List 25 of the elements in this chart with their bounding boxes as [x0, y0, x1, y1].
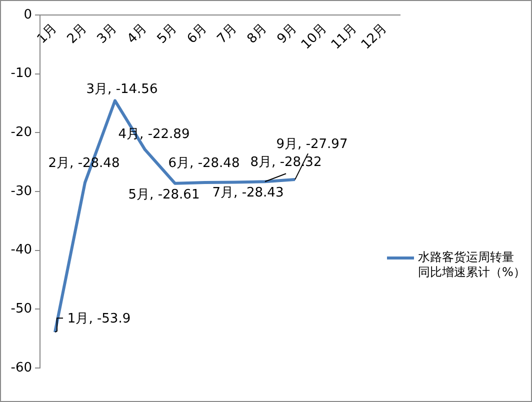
y-tick-label: -10 — [10, 66, 32, 82]
x-tick-label: 8月 — [244, 21, 270, 47]
legend-label: 水路客货运周转量同比增速累计（%） — [418, 250, 526, 280]
data-label: 7月, -28.43 — [212, 186, 284, 201]
data-label: 3月, -14.56 — [86, 82, 158, 98]
data-label: 6月, -28.48 — [168, 156, 240, 171]
x-tick-label: 4月 — [124, 21, 150, 47]
x-tick-label: 10月 — [298, 21, 330, 53]
y-tick-label: -50 — [10, 302, 32, 317]
x-tick-label: 11月 — [328, 21, 360, 53]
y-tick-label: -20 — [10, 125, 32, 140]
x-tick-label: 3月 — [94, 21, 120, 47]
y-tick-label: -30 — [10, 184, 32, 199]
data-label: 5月, -28.61 — [128, 188, 200, 203]
y-tick-label: 0 — [24, 7, 32, 22]
data-label: 1月, -53.9 — [67, 311, 131, 326]
x-tick-label: 5月 — [154, 21, 180, 47]
y-tick-label: -40 — [10, 242, 32, 258]
x-tick-label: 12月 — [358, 21, 390, 53]
x-tick-label: 6月 — [184, 21, 210, 47]
x-tick-label: 9月 — [274, 21, 300, 47]
x-tick-label: 2月 — [64, 21, 90, 47]
data-label: 9月, -27.97 — [276, 136, 348, 152]
y-tick-label: -60 — [10, 360, 32, 376]
x-tick-label: 7月 — [214, 21, 240, 47]
